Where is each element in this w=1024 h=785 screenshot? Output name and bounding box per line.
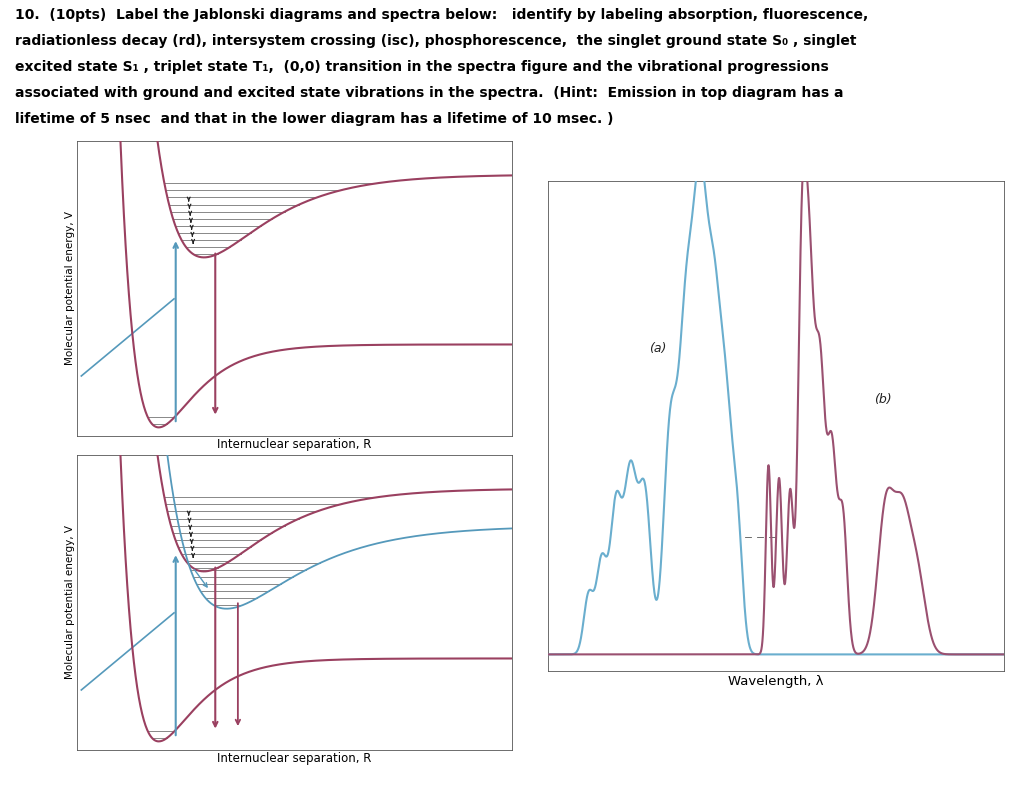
X-axis label: Internuclear separation, R: Internuclear separation, R [217,753,372,765]
Text: lifetime of 5 nsec  and that in the lower diagram has a lifetime of 10 msec. ): lifetime of 5 nsec and that in the lower… [15,112,613,126]
Text: associated with ground and excited state vibrations in the spectra.  (Hint:  Emi: associated with ground and excited state… [15,86,844,100]
X-axis label: Wavelength, λ: Wavelength, λ [728,675,823,688]
Text: (a): (a) [648,342,666,356]
Text: (b): (b) [874,392,892,406]
Text: excited state S₁ , triplet state T₁,  (0,0) transition in the spectra figure and: excited state S₁ , triplet state T₁, (0,… [15,60,829,74]
X-axis label: Internuclear separation, R: Internuclear separation, R [217,439,372,451]
Text: 10.  (10pts)  Label the Jablonski diagrams and spectra below:   identify by labe: 10. (10pts) Label the Jablonski diagrams… [15,8,868,22]
Y-axis label: Molecular potential energy, V: Molecular potential energy, V [66,211,76,366]
Text: radiationless decay (rd), intersystem crossing (isc), phosphorescence,  the sing: radiationless decay (rd), intersystem cr… [15,34,857,48]
Y-axis label: Molecular potential energy, V: Molecular potential energy, V [66,525,76,680]
